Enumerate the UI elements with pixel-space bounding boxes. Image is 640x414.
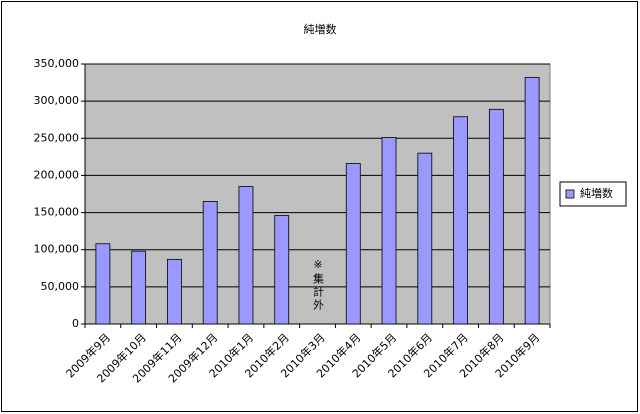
legend-label: 純増数 xyxy=(580,187,613,200)
bar xyxy=(488,108,504,325)
bar xyxy=(167,258,182,325)
bar xyxy=(131,250,147,325)
y-tick-label: 100,000 xyxy=(34,243,80,256)
y-tick-label: 50,000 xyxy=(41,280,80,293)
y-tick-label: 150,000 xyxy=(34,206,80,219)
y-tick-label: 300,000 xyxy=(34,94,80,107)
bar xyxy=(345,163,361,325)
plot-area xyxy=(84,63,551,325)
bar xyxy=(202,201,218,325)
annotation: ※集計外 xyxy=(312,258,325,312)
bar xyxy=(95,243,111,325)
bar xyxy=(417,152,433,325)
legend-box xyxy=(559,181,627,207)
bar xyxy=(453,116,468,325)
legend-swatch xyxy=(565,189,575,199)
y-tick-label: 200,000 xyxy=(34,168,80,181)
bar xyxy=(238,186,254,325)
y-tick-label: 250,000 xyxy=(34,131,80,144)
chart-title: 純増数 xyxy=(304,23,337,36)
y-tick-label: 0 xyxy=(72,317,79,330)
bar xyxy=(274,215,290,325)
bar xyxy=(381,137,397,325)
y-tick-label: 350,000 xyxy=(34,57,80,70)
bar xyxy=(524,76,540,325)
